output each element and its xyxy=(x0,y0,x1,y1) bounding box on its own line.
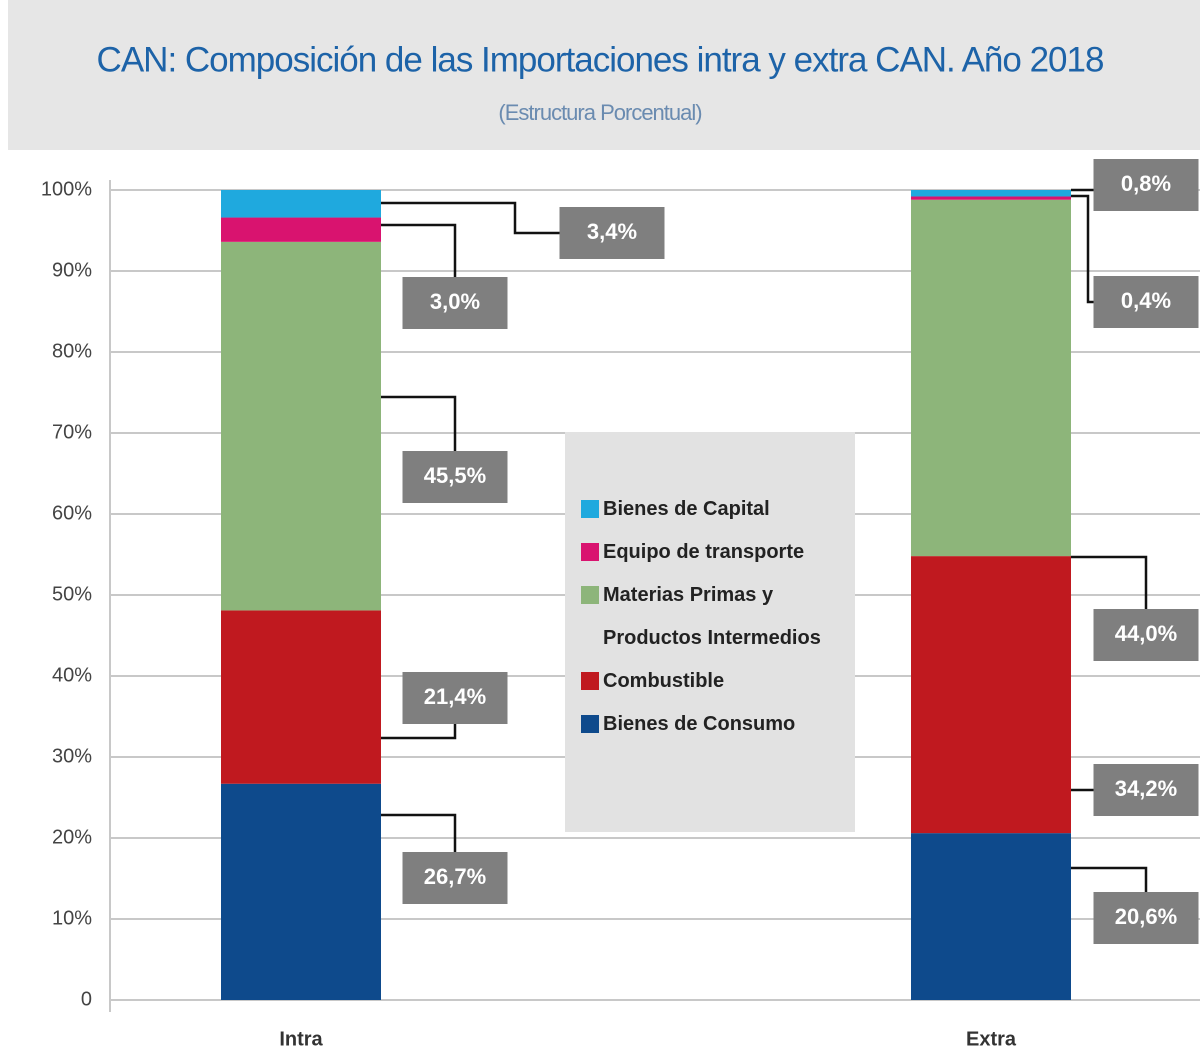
value-label: 3,4% xyxy=(587,219,637,244)
value-label-box xyxy=(402,451,508,503)
label-connector xyxy=(381,223,457,277)
legend-label: Equipo de transporte xyxy=(603,541,805,563)
legend-swatch xyxy=(581,543,599,561)
value-label-box xyxy=(1093,276,1199,328)
legend-item: Materias Primas y Productos Intermedios xyxy=(581,574,841,660)
x-tick-label: Extra xyxy=(966,1028,1017,1050)
legend-item: Bienes de Capital xyxy=(581,488,841,531)
bar-segment xyxy=(911,199,1071,557)
label-connector xyxy=(1071,194,1094,304)
legend-swatch xyxy=(581,715,599,733)
legend-item: Equipo de transporte xyxy=(581,531,841,574)
legend-label: Combustible xyxy=(603,670,725,692)
legend-swatch xyxy=(581,672,599,690)
title-band xyxy=(8,0,1200,150)
value-label: 44,0% xyxy=(1115,621,1177,646)
bar-segment xyxy=(221,190,381,218)
bar-segment xyxy=(911,556,1071,834)
chart-title: CAN: Composición de las Importaciones in… xyxy=(97,40,1104,79)
legend-item: Combustible xyxy=(581,660,841,703)
value-label: 0,8% xyxy=(1121,171,1171,196)
value-label: 26,7% xyxy=(424,864,486,889)
legend-swatch xyxy=(581,500,599,518)
legend-item: Bienes de Consumo xyxy=(581,703,841,746)
value-label: 3,0% xyxy=(430,289,480,314)
value-label: 0,4% xyxy=(1121,288,1171,313)
legend: Bienes de Capital Equipo de transporte Mat… xyxy=(565,432,855,832)
legend-label: Bienes de Capital xyxy=(603,498,770,520)
value-label-box xyxy=(402,852,508,904)
label-connector xyxy=(381,813,457,852)
value-label-box xyxy=(1093,892,1199,944)
value-label-box xyxy=(1093,609,1199,661)
label-connector xyxy=(381,201,560,235)
value-label-box xyxy=(402,672,508,724)
bar-segment xyxy=(911,190,1071,197)
value-label-box xyxy=(559,207,665,259)
y-tick-label: 70% xyxy=(52,421,92,443)
label-connector xyxy=(1071,555,1148,609)
value-label: 21,4% xyxy=(424,684,486,709)
value-label-box xyxy=(1093,764,1199,816)
bar-segment xyxy=(911,833,1071,1000)
y-tick-label: 100% xyxy=(41,178,92,200)
bar-segment xyxy=(221,783,381,1000)
value-labels: 26,7% 21,4% 45,5% 3,0% 3,4% 20,6% 34,2% 44,0% 0,… xyxy=(381,159,1199,944)
y-tick-label: 20% xyxy=(52,826,92,848)
y-tick-label: 40% xyxy=(52,664,92,686)
y-tick-label: 50% xyxy=(52,583,92,605)
y-tick-label: 80% xyxy=(52,340,92,362)
legend-swatch xyxy=(581,586,599,604)
y-tick-label: 60% xyxy=(52,502,92,524)
y-tick-label: 90% xyxy=(52,259,92,281)
bar-segment xyxy=(911,196,1071,200)
label-connector xyxy=(381,395,457,451)
y-tick-label: 30% xyxy=(52,745,92,767)
bars: Intra Extra xyxy=(221,190,1071,1050)
value-label: 20,6% xyxy=(1115,904,1177,929)
bar-segment xyxy=(221,610,381,784)
label-connector xyxy=(1071,866,1148,892)
bar-segment xyxy=(221,241,381,611)
y-tick-label: 0 xyxy=(81,988,92,1010)
value-label-box xyxy=(402,277,508,329)
y-tick-label: 10% xyxy=(52,907,92,929)
bar-segment xyxy=(221,217,381,242)
value-label: 34,2% xyxy=(1115,776,1177,801)
value-label-box xyxy=(1093,159,1199,211)
legend-label: Bienes de Consumo xyxy=(603,713,796,735)
x-tick-label: Intra xyxy=(279,1028,323,1050)
legend-label: Materias Primas y Productos Intermedios xyxy=(603,584,821,649)
label-connector xyxy=(381,724,457,740)
chart-subtitle: (Estructura Porcentual) xyxy=(498,100,701,125)
value-label: 45,5% xyxy=(424,463,486,488)
